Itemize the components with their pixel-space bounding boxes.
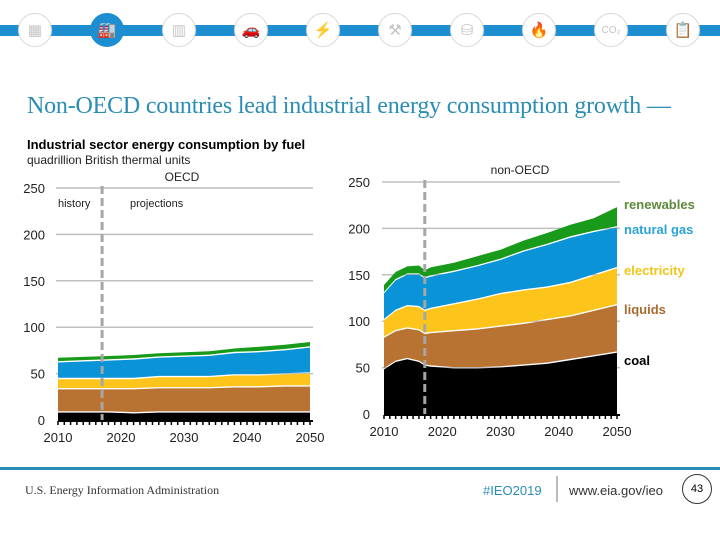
- oecd-chart-title: OECD: [165, 170, 200, 184]
- footer-hashtag[interactable]: #IEO2019: [483, 483, 542, 498]
- oecd-y-tick-label: 250: [23, 181, 45, 196]
- coal-mining-icon[interactable]: ⚒: [378, 13, 412, 47]
- oecd-y-tick-label: 150: [23, 274, 45, 289]
- projections-label: projections: [130, 198, 184, 210]
- non-oecd-x-tick-label: 2020: [428, 424, 457, 439]
- oecd-y-tick-label: 50: [31, 367, 45, 382]
- non-oecd-y-tick-label: 200: [348, 221, 370, 236]
- non-oecd-area-liquids: [384, 305, 617, 369]
- non-oecd-x-tick-label: 2030: [486, 424, 515, 439]
- non-oecd-y-tick-label: 100: [348, 314, 370, 329]
- oecd-area-natural-gas: [58, 347, 310, 378]
- legend-natural-gas: natural gas: [624, 222, 693, 237]
- page-number: 43: [682, 474, 712, 504]
- non-oecd-y-tick-label: 50: [356, 361, 370, 376]
- oecd-area-renewables: [58, 342, 310, 362]
- oecd-y-tick-label: 0: [38, 413, 45, 428]
- oecd-x-tick-label: 2040: [233, 430, 262, 445]
- chart-units: quadrillion British thermal units: [27, 153, 191, 167]
- chart-subtitle: Industrial sector energy consumption by …: [27, 137, 306, 152]
- oecd-x-tick-label: 2030: [170, 430, 199, 445]
- overview-icon[interactable]: ▦: [18, 13, 52, 47]
- non-oecd-y-tick-label: 0: [363, 407, 370, 422]
- co2-icon[interactable]: CO₂: [594, 13, 628, 47]
- top-navigation-bar: [0, 25, 720, 36]
- non-oecd-area-natural-gas: [384, 227, 617, 319]
- petroleum-barrel-icon[interactable]: ⛁: [450, 13, 484, 47]
- industrial-icon[interactable]: 🏭: [90, 13, 124, 47]
- non-oecd-x-tick-label: 2040: [544, 424, 573, 439]
- non-oecd-area-coal: [384, 352, 617, 414]
- non-oecd-y-tick-label: 150: [348, 268, 370, 283]
- oecd-x-tick-label: 2020: [107, 430, 136, 445]
- natural-gas-flame-icon[interactable]: 🔥: [522, 13, 556, 47]
- transportation-icon[interactable]: 🚗: [234, 13, 268, 47]
- non-oecd-y-tick-label: 250: [348, 175, 370, 190]
- electricity-icon[interactable]: ⚡: [306, 13, 340, 47]
- footer-separator: [556, 476, 558, 502]
- non-oecd-x-tick-label: 2050: [603, 424, 632, 439]
- oecd-y-tick-label: 200: [23, 227, 45, 242]
- page-title: Non-OECD countries lead industrial energ…: [27, 93, 671, 119]
- oecd-y-tick-label: 100: [23, 320, 45, 335]
- oecd-x-tick-label: 2010: [44, 430, 73, 445]
- footer-url[interactable]: www.eia.gov/ieo: [569, 483, 663, 498]
- footer-agency: U.S. Energy Information Administration: [25, 483, 220, 497]
- oecd-x-tick-label: 2050: [296, 430, 325, 445]
- oecd-area-electricity: [58, 373, 310, 388]
- legend-electricity: electricity: [624, 263, 685, 278]
- documents-icon[interactable]: 📋: [666, 13, 700, 47]
- legend-renewables: renewables: [624, 197, 695, 212]
- oecd-area-liquids: [58, 386, 310, 413]
- history-label: history: [58, 198, 91, 210]
- buildings-icon[interactable]: ▥: [162, 13, 196, 47]
- oecd-area-coal: [58, 412, 310, 420]
- non-oecd-area-electricity: [384, 268, 617, 337]
- non-oecd-area-renewables: [384, 207, 617, 292]
- non-oecd-x-tick-label: 2010: [370, 424, 399, 439]
- footer-divider: [0, 467, 720, 470]
- legend-liquids: liquids: [624, 302, 666, 317]
- legend-coal: coal: [624, 353, 650, 368]
- non-oecd-chart-title: non-OECD: [491, 163, 550, 177]
